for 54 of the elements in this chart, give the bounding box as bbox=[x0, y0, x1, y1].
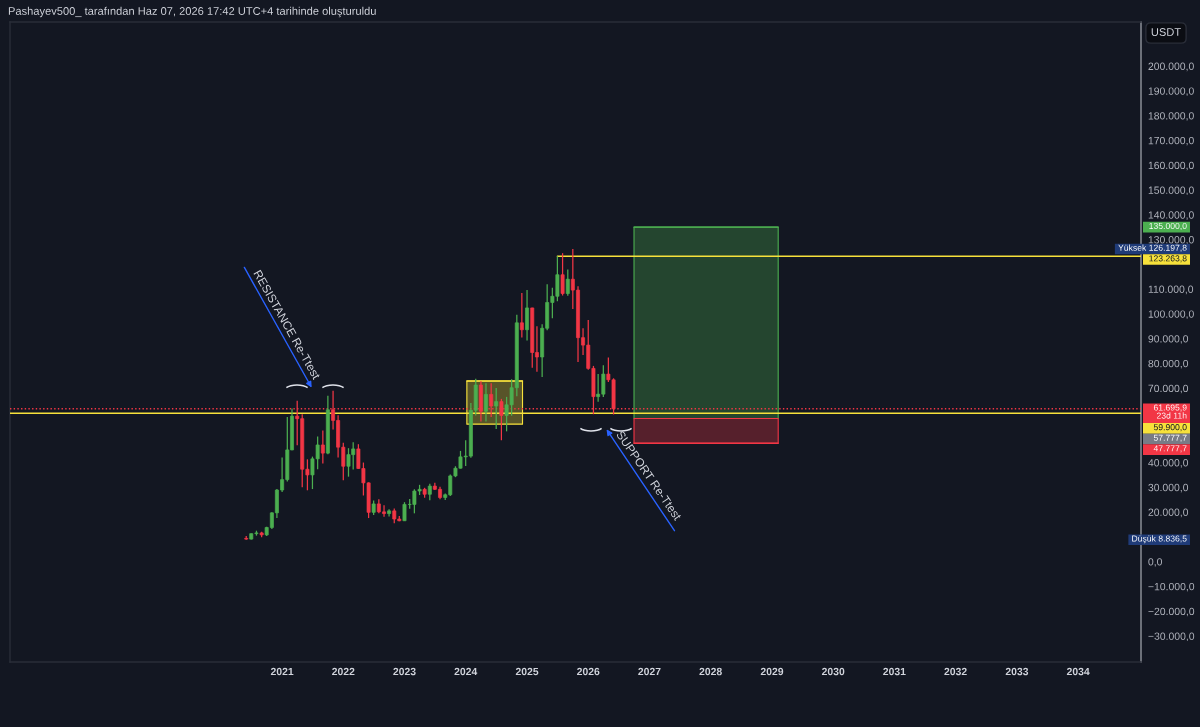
data-label: 123.263,8 bbox=[1149, 255, 1187, 263]
text: 47.777,7 bbox=[1153, 445, 1187, 453]
y-tick-label: 90.000,0 bbox=[1148, 335, 1189, 344]
x-tick-label: 2022 bbox=[332, 667, 355, 676]
candlestick bbox=[499, 398, 504, 441]
y-tick-label: 170.000,0 bbox=[1148, 136, 1194, 146]
candlestick bbox=[565, 268, 570, 297]
x-tick-label: 2030 bbox=[821, 667, 845, 676]
x-tick-label: 2029 bbox=[760, 667, 784, 676]
annotation: Düşük 8.836,5 bbox=[1132, 535, 1187, 544]
x-tick-label: 2028 bbox=[699, 667, 722, 676]
candlestick bbox=[402, 501, 407, 522]
x-tick-label: 2031 bbox=[883, 667, 906, 676]
x-tick-label: 2033 bbox=[1005, 667, 1029, 676]
ref-line-label: 59.900,0 bbox=[1153, 424, 1187, 432]
x-tick-label: 2034 bbox=[1066, 667, 1090, 676]
candlestick bbox=[484, 382, 488, 423]
x-tick-label: 2027 bbox=[638, 667, 661, 676]
candlestick bbox=[560, 252, 565, 297]
y-tick-label: 70.000,0 bbox=[1148, 384, 1189, 394]
x-tick-label: 2023 bbox=[393, 667, 416, 676]
candlestick bbox=[346, 447, 351, 478]
y-tick-label: 100.000,0 bbox=[1148, 310, 1194, 319]
ref-line-label: 61.695,9 23d 11h bbox=[1153, 404, 1187, 419]
y-tick-label: 190.000,0 bbox=[1148, 87, 1194, 96]
y-tick-label: 150.000,0 bbox=[1148, 186, 1194, 196]
candlestick bbox=[525, 289, 529, 342]
x-tick-label: 2026 bbox=[577, 667, 600, 676]
y-tick-label: 140.000,0 bbox=[1148, 211, 1194, 220]
y-tick-label: 30.000,0 bbox=[1148, 483, 1189, 493]
chart-title: Pashayev500_ tarafından Haz 07, 2026 17:42 UTC+4 tarihinde oluşturuldu bbox=[8, 6, 376, 18]
y-tick-label: 80.000,0 bbox=[1148, 359, 1189, 369]
text: 135.000,0 bbox=[1149, 222, 1187, 230]
y-tick-label: 40.000,0 bbox=[1148, 459, 1189, 468]
candlestick bbox=[320, 429, 325, 465]
y-tick-label: −30.000,0 bbox=[1148, 632, 1195, 642]
candlestick bbox=[494, 387, 499, 430]
y-tick-label: −10.000,0 bbox=[1148, 582, 1195, 592]
y-tick-label: 20.000,0 bbox=[1148, 508, 1189, 518]
y-tick-label: 130.000,0 bbox=[1148, 236, 1194, 245]
x-tick-label: 2024 bbox=[454, 667, 478, 676]
x-tick-label: 2021 bbox=[270, 667, 294, 676]
annotation: Yüksek 126.197,8 bbox=[1118, 244, 1187, 252]
y-tick-label: −20.000,0 bbox=[1148, 607, 1195, 617]
x-tick-label: 2032 bbox=[944, 667, 967, 676]
x-tick-label: 2025 bbox=[515, 667, 539, 676]
candlestick bbox=[519, 292, 524, 339]
y-tick-label: 110.000,0 bbox=[1148, 285, 1194, 295]
y-tick-label: 0,0 bbox=[1148, 558, 1163, 567]
y-tick-label: 160.000,0 bbox=[1148, 161, 1194, 171]
text: 57.777,7 bbox=[1153, 434, 1187, 442]
y-tick-label: 200.000,0 bbox=[1148, 62, 1194, 72]
y-tick-label: 180.000,0 bbox=[1148, 112, 1194, 121]
y-axis-title: USDT bbox=[1151, 28, 1181, 36]
